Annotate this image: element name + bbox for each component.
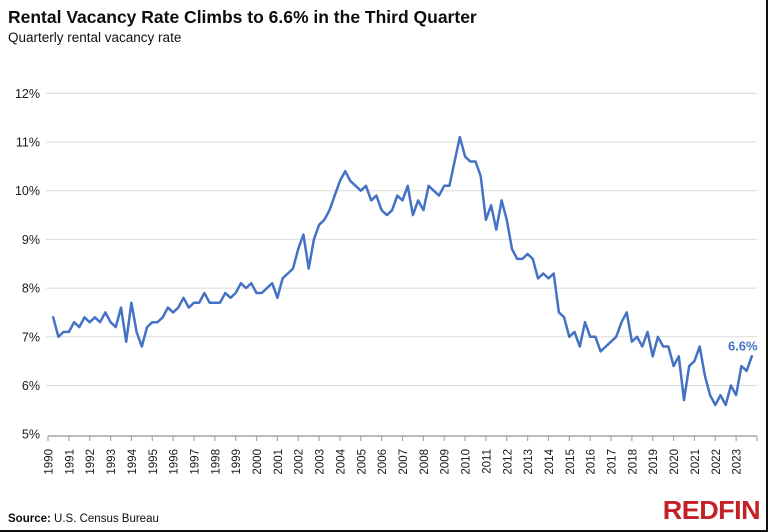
chart-subtitle: Quarterly rental vacancy rate: [8, 30, 182, 45]
x-axis-tick-label: 2001: [273, 449, 285, 475]
x-axis-tick-label: 2021: [690, 449, 702, 475]
redfin-logo: REDFIN: [662, 496, 761, 525]
y-axis-tick-label: 6%: [22, 379, 40, 393]
x-axis-tick-label: 2002: [294, 449, 306, 475]
x-axis-tick-label: 2010: [461, 449, 473, 475]
x-axis-tick-label: 2015: [565, 449, 577, 475]
chart-title: Rental Vacancy Rate Climbs to 6.6% in th…: [8, 7, 477, 27]
x-axis-tick-label: 2014: [544, 448, 556, 474]
y-axis-tick-label: 12%: [15, 87, 40, 101]
x-axis-tick-label: 2006: [377, 449, 389, 475]
x-axis-tick-label: 2020: [669, 449, 681, 475]
source-line: Source: U.S. Census Bureau: [8, 513, 159, 525]
x-axis-tick-label: 1998: [210, 449, 222, 475]
x-axis-tick-label: 2008: [419, 449, 431, 475]
x-axis-tick-label: 2022: [711, 449, 723, 475]
x-axis-tick-label: 1999: [231, 449, 243, 475]
x-axis-tick-label: 1993: [106, 449, 118, 475]
y-axis-tick-label: 5%: [22, 428, 40, 442]
source-label: Source:: [8, 513, 51, 525]
x-axis-tick-label: 2016: [586, 449, 598, 475]
x-axis-tick-label: 2009: [440, 449, 452, 475]
x-axis-tick-label: 2011: [481, 449, 493, 474]
x-axis-tick-label: 1991: [64, 449, 76, 475]
end-value-label: 6.6%: [728, 338, 758, 353]
y-axis-tick-label: 7%: [22, 330, 40, 344]
y-axis-tick-label: 10%: [15, 184, 40, 198]
x-axis-tick-label: 2003: [315, 449, 327, 475]
x-axis-tick-label: 2013: [523, 449, 535, 475]
source-text: U.S. Census Bureau: [54, 513, 159, 525]
chart-header: Rental Vacancy Rate Climbs to 6.6% in th…: [8, 6, 477, 46]
x-axis-tick-label: 2012: [502, 449, 514, 475]
x-axis-tick-label: 2007: [398, 449, 410, 475]
x-axis-tick-label: 1990: [44, 449, 56, 475]
y-axis-tick-label: 11%: [16, 136, 40, 150]
x-axis-tick-label: 2004: [335, 448, 347, 474]
x-axis-tick-label: 2000: [252, 449, 264, 475]
x-axis-tick-label: 2023: [732, 449, 744, 475]
x-axis-tick-label: 1997: [189, 449, 201, 475]
x-axis-tick-label: 1995: [148, 449, 160, 475]
x-axis-tick-label: 2017: [607, 449, 619, 475]
x-axis-tick-label: 2005: [356, 449, 368, 475]
x-axis-tick-label: 2018: [627, 449, 639, 475]
x-axis-tick-label: 1992: [85, 449, 97, 475]
vacancy-rate-line: [51, 135, 754, 407]
x-axis-tick-label: 2019: [648, 449, 660, 475]
y-axis-tick-label: 8%: [22, 282, 40, 296]
x-axis-tick-label: 1996: [169, 449, 181, 475]
x-axis-tick-label: 1994: [127, 448, 139, 474]
y-axis-tick-label: 9%: [22, 233, 40, 247]
